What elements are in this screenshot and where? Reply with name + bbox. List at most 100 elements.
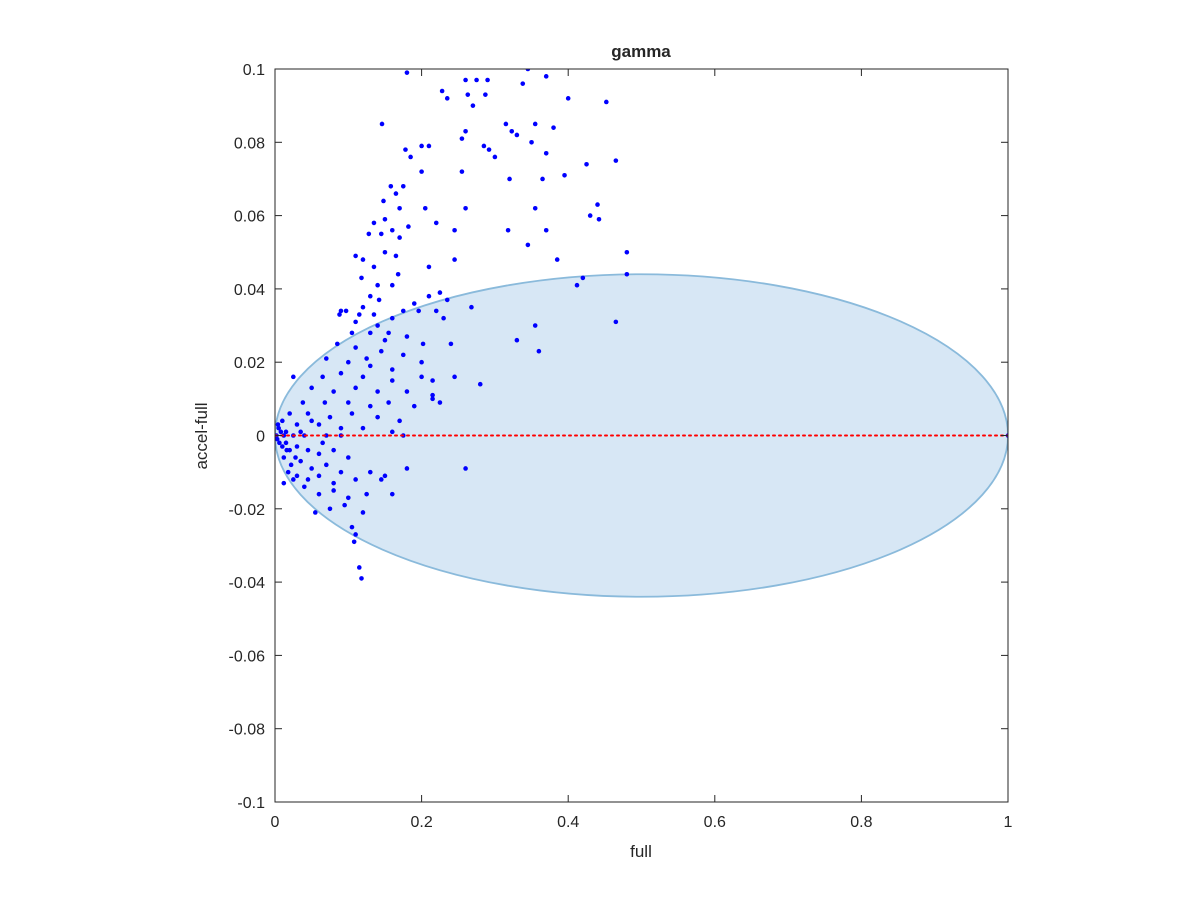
data-point [285,469,291,475]
data-point [463,77,468,83]
data-point [338,469,344,475]
data-point [426,143,432,149]
data-point [400,308,406,314]
data-point [395,271,401,277]
data-point [371,220,377,226]
data-point [532,323,538,328]
data-point [416,308,421,314]
data-point [364,491,369,497]
data-point [305,411,311,416]
data-point [331,389,336,394]
data-point [452,257,457,262]
data-point [356,312,362,317]
data-point [532,205,538,211]
data-point [356,565,362,570]
data-point [346,495,351,501]
data-point [305,447,311,453]
data-point [389,227,395,233]
data-point [404,389,410,394]
data-point [375,323,380,328]
data-point [277,440,282,446]
data-point [280,444,285,449]
data-point [565,96,571,101]
data-point [275,422,281,427]
data-point [574,282,580,288]
data-point [393,191,399,196]
data-point [430,396,435,402]
data-point [320,440,325,446]
data-point [459,169,465,174]
data-point [483,92,488,97]
y-tick-label: -0.02 [229,502,266,519]
data-point [474,77,479,83]
data-point [360,257,366,262]
data-point [276,425,281,431]
data-point [543,74,549,79]
data-point [324,433,329,438]
data-point [624,249,630,255]
data-point [309,466,314,471]
data-point [481,143,487,149]
y-tick-label: 0.1 [243,62,265,79]
y-axis-label: accel-full [192,402,211,469]
data-point [507,176,512,182]
data-point [596,216,602,222]
data-point [287,411,292,416]
data-point [411,301,417,306]
data-point [486,147,492,152]
data-point [353,532,358,537]
data-point [364,356,369,361]
data-point [378,477,384,482]
data-point [378,231,384,237]
x-tick-label: 0.8 [850,814,872,831]
data-point [371,312,377,317]
data-point [477,381,483,387]
data-point [452,374,457,380]
data-point [393,253,399,259]
data-point [613,158,619,163]
data-point [316,491,322,497]
data-point [404,466,410,471]
data-point [422,205,428,211]
data-point [281,480,287,486]
data-point [381,198,386,204]
data-point [327,414,333,420]
data-point [433,308,439,314]
y-tick-label: 0.06 [234,209,265,226]
data-point [419,359,424,365]
data-point [444,297,450,303]
data-point [389,429,395,435]
data-point [294,422,300,427]
data-point [580,275,586,281]
data-point [584,161,589,167]
data-point [359,576,364,581]
data-point [505,227,511,233]
y-tick-label: -0.06 [229,648,266,665]
data-point [554,257,560,262]
data-point [300,400,306,405]
x-tick-label: 0.2 [410,814,432,831]
data-point [459,136,465,141]
data-point [492,154,498,160]
data-point [349,330,355,336]
data-point [540,176,545,182]
data-point [349,524,355,530]
data-point [382,337,388,343]
data-point [353,253,358,259]
data-point [353,477,358,482]
data-point [375,389,380,394]
data-point [448,341,454,347]
data-point [298,429,303,435]
data-point [430,392,435,398]
data-point [353,319,358,325]
x-tick-label: 0.4 [557,814,579,831]
data-point [469,304,474,310]
data-point [389,282,395,288]
data-point [397,418,402,424]
data-point [294,473,300,479]
data-point [503,121,509,127]
data-point [291,374,296,380]
y-tick-label: 0.02 [234,355,265,372]
y-tick-label: -0.04 [229,575,266,592]
data-point [408,154,413,160]
